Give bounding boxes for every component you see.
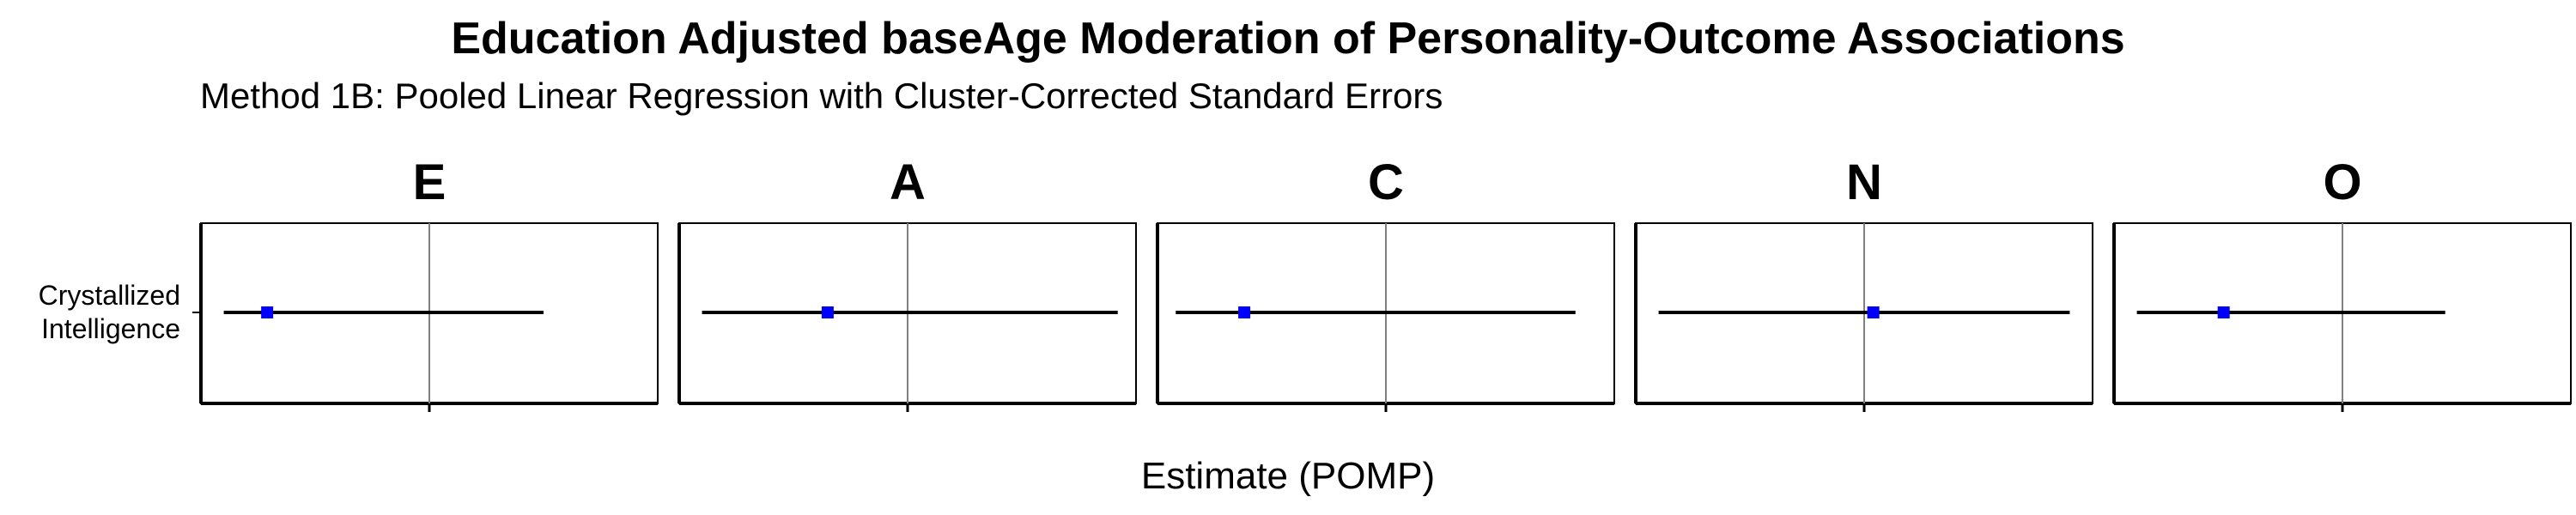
point-estimate-e: [261, 306, 274, 318]
facet-title-a: A: [890, 154, 926, 210]
facet-title-c: C: [1368, 154, 1404, 210]
facet-title-n: N: [1846, 154, 1882, 210]
point-estimate-n: [1867, 306, 1880, 318]
point-estimate-a: [821, 306, 834, 318]
y-tick-label-line-1: Crystallized: [38, 280, 180, 311]
y-tick-label-line-2: Intelligence: [41, 313, 180, 344]
point-estimate-o: [2217, 306, 2230, 318]
facet-title-e: E: [413, 154, 447, 210]
facet-title-o: O: [2323, 154, 2361, 210]
point-estimate-c: [1238, 306, 1251, 318]
chart-subtitle: Method 1B: Pooled Linear Regression with…: [200, 76, 1443, 116]
y-tick-label-crystallized-intelligence: Crystallized Intelligence: [39, 279, 180, 346]
x-axis-label: Estimate (POMP): [1140, 455, 1436, 497]
chart-title: Education Adjusted baseAge Moderation of…: [451, 14, 2125, 64]
